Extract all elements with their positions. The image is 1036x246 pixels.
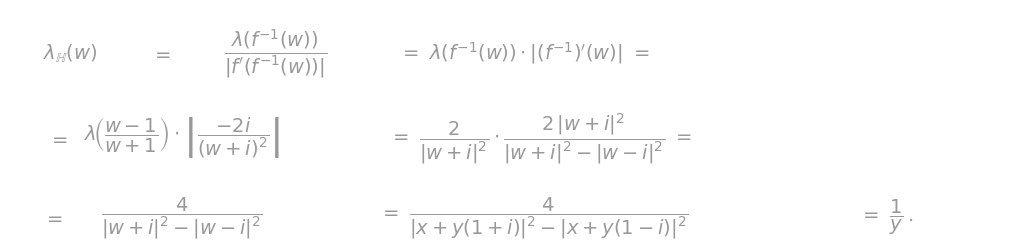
Text: $= \ \dfrac{2}{|w+i|^2} \cdot \dfrac{2\,|w+i|^2}{|w+i|^2 - |w-i|^2} \ =$: $= \ \dfrac{2}{|w+i|^2} \cdot \dfrac{2\,… (388, 111, 692, 166)
Text: $\dfrac{4}{|w+i|^2 - |w-i|^2}$: $\dfrac{4}{|w+i|^2 - |w-i|^2}$ (102, 195, 263, 241)
Text: $\lambda\!\left(\dfrac{w-1}{w+1}\right) \cdot \left|\dfrac{-2i}{(w+i)^2}\right|$: $\lambda\!\left(\dfrac{w-1}{w+1}\right) … (84, 116, 281, 161)
Text: $= \ \dfrac{4}{|x+y(1+i)|^2 - |x+y(1-i)|^2}$: $= \ \dfrac{4}{|x+y(1+i)|^2 - |x+y(1-i)|… (378, 195, 688, 241)
Text: $= \ \lambda(f^{-1}(w)) \cdot |(f^{-1})'(w)| \ =$: $= \ \lambda(f^{-1}(w)) \cdot |(f^{-1})'… (399, 41, 650, 66)
Text: $\lambda_{\mathbb{H}}(w)$: $\lambda_{\mathbb{H}}(w)$ (42, 42, 97, 65)
Text: $= \ \dfrac{1}{y}\,.$: $= \ \dfrac{1}{y}\,.$ (859, 198, 914, 237)
Text: $=$: $=$ (151, 44, 172, 63)
Text: $\dfrac{\lambda(f^{-1}(w))}{|f'(f^{-1}(w))|}$: $\dfrac{\lambda(f^{-1}(w))}{|f'(f^{-1}(w… (224, 27, 326, 80)
Text: $=$: $=$ (42, 208, 63, 227)
Text: $=$: $=$ (48, 129, 68, 148)
